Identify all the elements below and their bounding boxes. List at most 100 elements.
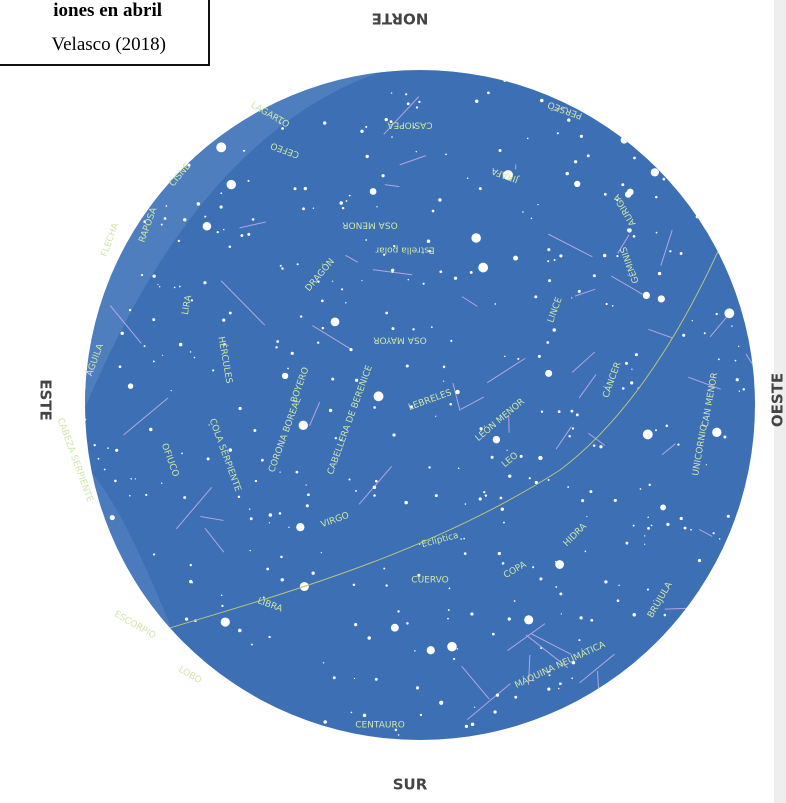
- star: [168, 683, 172, 687]
- star: [384, 117, 388, 122]
- star: [517, 357, 520, 360]
- star: [717, 358, 720, 361]
- star: [172, 652, 182, 663]
- star: [514, 695, 518, 699]
- star: [228, 311, 232, 315]
- constellation-line: [611, 275, 643, 295]
- star: [251, 218, 255, 221]
- star: [226, 179, 236, 190]
- star: [599, 445, 603, 449]
- star: [655, 231, 658, 234]
- star: [657, 295, 665, 303]
- star: [644, 543, 646, 545]
- star: [624, 119, 627, 122]
- star: [715, 312, 718, 316]
- star: [508, 474, 512, 478]
- constellation-line: [507, 623, 546, 652]
- star: [613, 498, 617, 502]
- star: [385, 584, 388, 587]
- star: [739, 144, 743, 147]
- star: [97, 288, 101, 292]
- star: [728, 605, 732, 608]
- star: [145, 493, 148, 497]
- star: [275, 346, 278, 349]
- star: [373, 391, 384, 402]
- star: [360, 129, 364, 133]
- star: [405, 364, 409, 368]
- star: [642, 291, 651, 300]
- star: [165, 664, 169, 668]
- star: [260, 458, 264, 462]
- constellation-line: [747, 188, 755, 221]
- star: [616, 254, 619, 258]
- star: [484, 494, 488, 497]
- star: [134, 478, 137, 480]
- star: [90, 618, 99, 628]
- star: [730, 262, 736, 267]
- constellation-line: [175, 487, 213, 530]
- star: [414, 650, 416, 652]
- star: [506, 449, 508, 451]
- star: [177, 239, 181, 243]
- star: [548, 279, 552, 283]
- star: [225, 709, 228, 712]
- star: [546, 716, 550, 721]
- star: [464, 503, 467, 505]
- star: [625, 541, 629, 545]
- star: [685, 619, 689, 623]
- constellation-line: [109, 305, 142, 344]
- star: [120, 331, 124, 335]
- star: [579, 616, 583, 620]
- star: [602, 253, 607, 258]
- star: [499, 496, 503, 500]
- star: [632, 234, 636, 238]
- star: [250, 643, 253, 646]
- star: [567, 486, 570, 488]
- star: [397, 610, 400, 613]
- star: [479, 427, 483, 431]
- star: [391, 271, 394, 273]
- star: [87, 715, 91, 719]
- star: [578, 639, 581, 642]
- star: [317, 280, 320, 283]
- star: [410, 405, 414, 409]
- star: [555, 586, 558, 588]
- star: [189, 351, 192, 353]
- star: [391, 136, 393, 138]
- star: [170, 389, 172, 392]
- star: [422, 282, 425, 285]
- star: [555, 560, 564, 569]
- star: [703, 332, 706, 335]
- star: [666, 522, 670, 527]
- star: [415, 106, 419, 109]
- star: [654, 429, 657, 432]
- star: [240, 709, 250, 718]
- star: [632, 524, 635, 527]
- star: [369, 188, 377, 195]
- star: [114, 479, 117, 483]
- star: [157, 173, 159, 175]
- caption-box: iones en abril Velasco (2018): [0, 0, 210, 66]
- star: [320, 552, 322, 554]
- star: [103, 468, 106, 471]
- star: [320, 299, 324, 303]
- star: [279, 122, 281, 125]
- star: [197, 120, 201, 124]
- star: [571, 660, 576, 665]
- star: [348, 194, 351, 197]
- star: [426, 646, 435, 655]
- star: [152, 553, 156, 556]
- star: [129, 494, 131, 497]
- star: [547, 248, 551, 252]
- star: [435, 415, 437, 417]
- constellation-line: [632, 678, 671, 696]
- star: [448, 587, 451, 590]
- star: [221, 604, 224, 607]
- star: [463, 537, 465, 540]
- star: [603, 192, 607, 196]
- star: [738, 634, 743, 638]
- star: [556, 132, 559, 135]
- star: [434, 494, 438, 498]
- constellation-line: [574, 288, 596, 297]
- constellation-line: [661, 443, 676, 456]
